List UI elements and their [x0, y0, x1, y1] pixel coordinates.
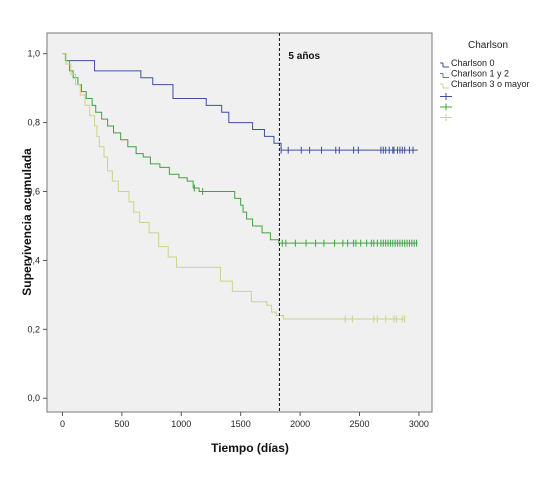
survival-curve-charlson-0 — [62, 53, 418, 151]
y-tick-label: 0,6 — [27, 186, 40, 196]
y-axis-label: Supervivencia acumulada — [20, 148, 34, 296]
y-axis-ticks: 0,0 0,2 0,4 0,6 0,8 1,0 — [27, 49, 47, 403]
legend-entry-charlson-1-y-2: Charlson 1 y 2 — [451, 69, 509, 79]
annotation-layer: 5 años — [278, 33, 321, 412]
series-layer — [62, 53, 418, 323]
x-tick-label: 2000 — [290, 419, 310, 429]
x-tick-label: 2500 — [349, 419, 369, 429]
y-tick-label: 0,0 — [27, 393, 40, 403]
x-tick-label: 1500 — [231, 419, 251, 429]
y-tick-label: 0,4 — [27, 255, 40, 265]
legend-entry-charlson-0: Charlson 0 — [451, 58, 495, 68]
five-year-annotation: 5 años — [288, 51, 320, 62]
x-tick-label: 1000 — [171, 419, 191, 429]
y-tick-label: 0,8 — [27, 118, 40, 128]
x-tick-label: 500 — [114, 419, 129, 429]
y-tick-label: 1,0 — [27, 49, 40, 59]
legend-entry-charlson-3-o-mayor: Charlson 3 o mayor — [451, 79, 530, 89]
survival-curve-charlson-1-y-2 — [62, 53, 418, 244]
x-axis-ticks: 0 500 1000 1500 2000 2500 3000 — [60, 412, 429, 429]
survival-curve-charlson-3-o-mayor — [62, 53, 405, 320]
y-tick-label: 0,2 — [27, 324, 40, 334]
plot-background — [46, 32, 433, 413]
x-axis-label: Tiempo (días) — [211, 441, 289, 455]
x-tick-label: 3000 — [409, 419, 429, 429]
legend-title: Charlson — [468, 40, 508, 51]
x-tick-label: 0 — [60, 419, 65, 429]
